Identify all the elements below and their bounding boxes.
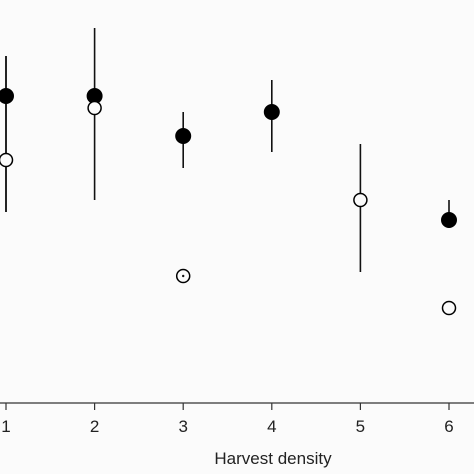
filled-data-point <box>441 212 457 228</box>
data-points <box>0 88 457 316</box>
open-data-point <box>353 192 368 208</box>
x-axis-title: Harvest density <box>214 449 332 468</box>
open-data-point <box>0 152 14 168</box>
x-tick-label: 6 <box>444 417 453 436</box>
x-tick-label: 2 <box>90 417 99 436</box>
filled-data-point <box>0 88 14 104</box>
open-data-point <box>441 300 457 316</box>
x-tick-label: 3 <box>178 417 187 436</box>
x-tick-label: 1 <box>1 417 10 436</box>
x-tick-label: 4 <box>267 417 276 436</box>
filled-data-point <box>175 128 192 144</box>
open-point-center-dot <box>182 274 185 278</box>
x-tick-label: 5 <box>356 417 365 436</box>
filled-data-point <box>263 104 280 120</box>
x-axis-ticks: 1 2 3 4 5 6 <box>1 403 454 436</box>
open-data-point <box>87 100 102 116</box>
